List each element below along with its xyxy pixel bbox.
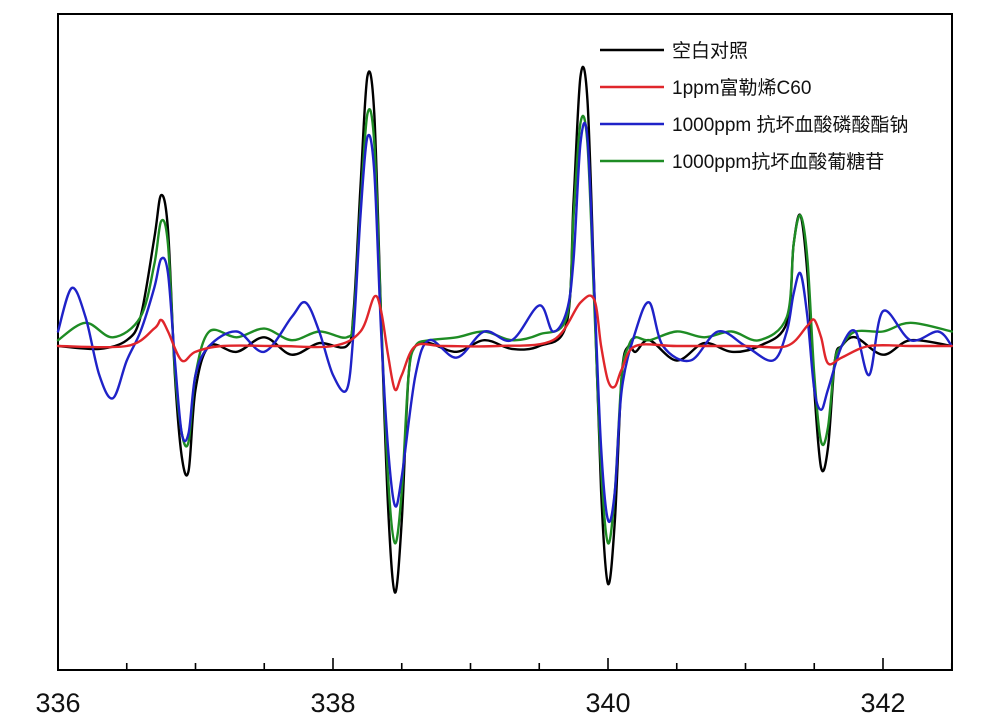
x-axis-tick-labels: 336 338 340 342 <box>35 688 905 718</box>
x-tick-label-340: 340 <box>585 688 630 718</box>
x-tick-label-338: 338 <box>310 688 355 718</box>
x-tick-label-342: 342 <box>860 688 905 718</box>
series-layer <box>56 65 953 594</box>
legend-label-1: 空白对照 <box>672 40 748 62</box>
x-axis-ticks <box>57 658 953 670</box>
series-line-3 <box>56 121 953 523</box>
legend: 空白对照 1ppm富勒烯C60 1000ppm 抗坏血酸磷酸酯钠 1000ppm抗坏血… <box>600 40 909 173</box>
legend-label-4: 1000ppm抗坏血酸葡糖苷 <box>672 151 884 173</box>
plot-frame <box>57 13 953 671</box>
series-line-2 <box>56 294 953 392</box>
x-tick-label-336: 336 <box>35 688 80 718</box>
legend-label-3: 1000ppm 抗坏血酸磷酸酯钠 <box>672 114 909 136</box>
legend-label-2: 1ppm富勒烯C60 <box>672 77 811 99</box>
